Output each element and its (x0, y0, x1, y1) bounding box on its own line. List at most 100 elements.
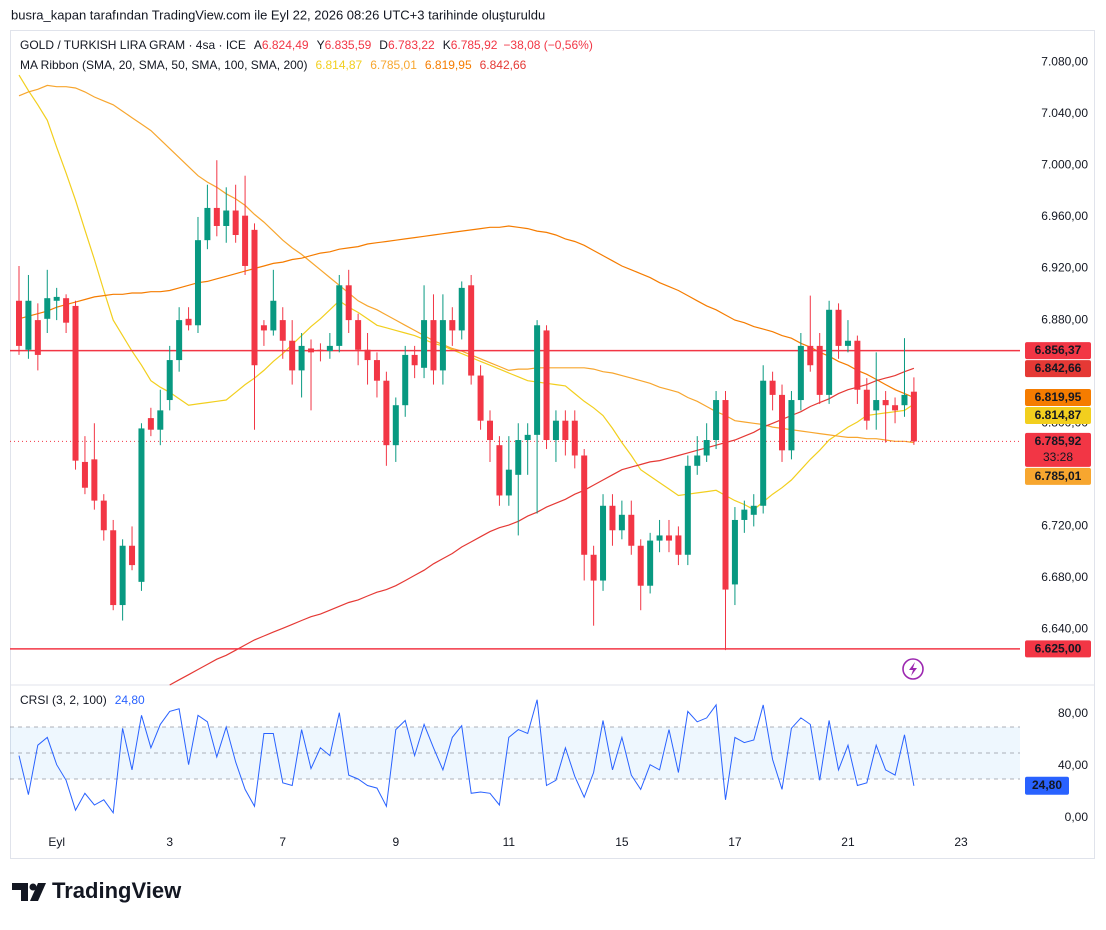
credit: busra_kapan tarafından TradingView.com i… (11, 7, 545, 22)
candle-body (760, 380, 767, 506)
candle-body (223, 210, 230, 226)
candle-body (44, 298, 51, 319)
y-tick-label: 6.880,00 (1041, 312, 1088, 326)
candle-body (373, 360, 380, 381)
candle-body (260, 325, 267, 331)
x-tick-label: Eyl (48, 835, 65, 849)
symbol-title: GOLD / TURKISH LIRA GRAM · 4sa · ICE (20, 38, 246, 52)
candle-body (769, 380, 776, 395)
crsi-line (18, 699, 915, 815)
ma-line (169, 367, 915, 686)
ma-value: 6.785,01 (370, 58, 417, 72)
candle-body (336, 285, 343, 346)
candle-body (166, 360, 173, 401)
alert-icon (902, 658, 924, 680)
candle-body (308, 348, 315, 353)
candle-body (402, 354, 409, 406)
candle-body (326, 345, 333, 352)
y-tick-label: 40,00 (1058, 758, 1088, 772)
crsi-legend: CRSI (3, 2, 100) 24,80 (20, 693, 145, 707)
candle-body (854, 340, 861, 390)
candle-body (411, 354, 418, 366)
crsi-value: 24,80 (115, 693, 145, 707)
candle-body (194, 240, 201, 326)
candle-body (176, 320, 183, 361)
x-tick-label: 11 (503, 835, 516, 849)
candle-body (826, 309, 833, 395)
ohlc-value: 6.785,92 (451, 38, 498, 52)
candle-body (713, 400, 720, 441)
y-tick-label: 0,00 (1065, 810, 1089, 824)
ohlc-value: 6.783,22 (388, 38, 435, 52)
candle-body (684, 465, 691, 555)
candle-body (119, 545, 126, 606)
candle-body (138, 428, 145, 582)
candle-body (590, 554, 597, 581)
crsi-name: CRSI (3, 2, 100) (20, 693, 107, 707)
frame (10, 30, 1095, 859)
candle-body (34, 320, 41, 355)
candle-body (910, 391, 917, 442)
y-tick-label: 7.040,00 (1041, 106, 1088, 120)
candle-body (750, 505, 757, 515)
price-badge-label: 6.842,66 (1035, 361, 1082, 375)
change: −38,08 (−0,56%) (503, 38, 592, 52)
candle-body (355, 320, 362, 350)
ma-legend: MA Ribbon (SMA, 20, SMA, 50, SMA, 100, S… (20, 58, 527, 72)
candle-body (242, 215, 249, 266)
candle-body (383, 380, 390, 446)
ma-name: MA Ribbon (SMA, 20, SMA, 50, SMA, 100, S… (20, 58, 307, 72)
candle-body (703, 440, 710, 456)
x-tick-label: 17 (728, 835, 742, 849)
y-tick-label: 80,00 (1058, 706, 1088, 720)
candle-body (63, 298, 70, 323)
ma-line (18, 84, 914, 444)
candle-body (816, 345, 823, 395)
candle-body (496, 445, 503, 496)
y-tick-label: 7.000,00 (1041, 158, 1088, 172)
candle-body (609, 505, 616, 531)
candle-body (571, 420, 578, 456)
price-badge-label: 6.814,87 (1035, 408, 1082, 422)
ma-value: 6.819,95 (425, 58, 472, 72)
candle-body (185, 318, 192, 326)
candle-body (524, 434, 531, 441)
price-badge-label: 6.819,95 (1035, 390, 1082, 404)
y-tick-label: 7.080,00 (1041, 54, 1088, 68)
ohlc-value: 6.835,59 (325, 38, 372, 52)
logo-icon (12, 883, 46, 901)
candle-body (289, 340, 296, 371)
y-tick-label: 6.640,00 (1041, 622, 1088, 636)
candle-body (552, 420, 559, 441)
y-tick-label: 6.680,00 (1041, 570, 1088, 584)
x-tick-label: 9 (392, 835, 399, 849)
price-badge (1025, 407, 1091, 425)
candle-body (298, 345, 305, 371)
candle-body (562, 420, 569, 441)
candle-body (647, 540, 654, 586)
x-tick-label: 23 (954, 835, 968, 849)
price-badge (1025, 640, 1091, 658)
candle-body (147, 418, 154, 430)
candle-body (543, 330, 550, 441)
ma-value: 6.842,66 (480, 58, 527, 72)
ohlc-key: K (443, 38, 451, 52)
price-badge-label: 6.856,37 (1035, 343, 1082, 357)
candle-body (110, 530, 117, 606)
candle-body (232, 210, 239, 236)
countdown: 33:28 (1043, 450, 1073, 464)
price-badge (1025, 360, 1091, 378)
candle-body (807, 345, 814, 366)
price-badge-label: 6.625,00 (1035, 642, 1082, 656)
candle-body (81, 461, 88, 488)
candle-body (779, 394, 786, 451)
candle-body (458, 287, 465, 331)
candle-body (16, 300, 22, 346)
candle-body (694, 455, 701, 466)
price-badge (1025, 342, 1091, 360)
price-badge (1025, 467, 1091, 485)
candle-body (270, 300, 277, 331)
price-badge (1025, 432, 1091, 467)
x-tick-label: 3 (166, 835, 173, 849)
